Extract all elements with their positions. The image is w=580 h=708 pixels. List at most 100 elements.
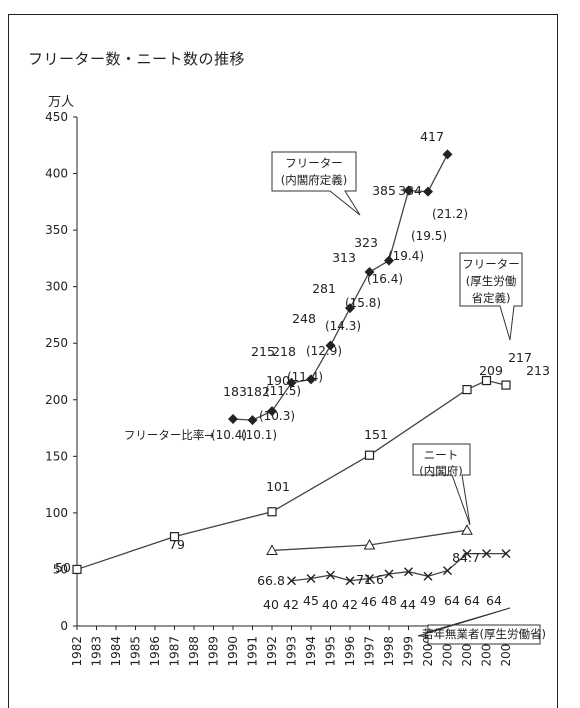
- x-tick-label: 1990: [226, 636, 240, 667]
- ratio-label: (15.8): [345, 296, 381, 310]
- data-label: 49: [420, 593, 436, 608]
- data-point: [364, 450, 375, 460]
- data-label: 42: [283, 597, 299, 612]
- data-point: [423, 571, 433, 581]
- data-point: [306, 374, 316, 385]
- data-label: 40: [322, 597, 338, 612]
- data-label: 44: [400, 597, 416, 612]
- ratio-label: (16.4): [367, 272, 403, 286]
- data-label: 79: [169, 537, 185, 552]
- y-tick-label: 350: [45, 223, 68, 237]
- ratio-label: (21.2): [432, 207, 468, 221]
- ratio-label: (10.3): [259, 409, 295, 423]
- x-tick-label: 1993: [285, 636, 299, 667]
- data-point: [365, 573, 374, 583]
- x-tick-label: 1983: [90, 636, 104, 667]
- ratio-label: (12.9): [306, 344, 342, 358]
- data-point: [326, 570, 335, 580]
- data-label: 313: [332, 250, 356, 265]
- data-label: 209: [479, 363, 503, 378]
- x-tick-label: 1991: [246, 636, 260, 667]
- x-tick-label: 1992: [265, 636, 279, 667]
- ratio-label: (11.5): [265, 384, 301, 398]
- data-point: [266, 544, 278, 555]
- data-point: [501, 380, 511, 390]
- x-tick-label: 1995: [324, 636, 338, 667]
- callout-freeter-cabinet-box: [271, 151, 361, 216]
- y-tick-label: 100: [45, 506, 68, 520]
- data-point: [404, 567, 413, 577]
- x-tick-label: 1988: [187, 636, 201, 667]
- callout-freeter-mhlw-text: 省定義): [472, 291, 511, 305]
- x-tick-label: 1994: [304, 636, 318, 667]
- data-label: 45: [303, 593, 319, 608]
- callout-jobless-text: 若年無業者(厚生労働省): [422, 627, 546, 641]
- callout-freeter-mhlw-box: [459, 252, 523, 341]
- data-point: [345, 303, 355, 314]
- data-point: [306, 573, 316, 583]
- x-tick-label: 1987: [168, 636, 182, 667]
- data-label: 323: [354, 235, 378, 250]
- x-tick-label: 1996: [343, 636, 357, 667]
- data-label: 66.8: [257, 573, 285, 588]
- data-point: [267, 406, 277, 417]
- y-tick-label: 400: [45, 167, 68, 181]
- ratio-prefix-label: フリーター比率→: [124, 428, 214, 442]
- x-tick-label: 1989: [207, 636, 221, 667]
- callout-jobless-box: [417, 607, 541, 645]
- data-label: 190: [266, 373, 290, 388]
- ratio-label: (19.5): [411, 229, 447, 243]
- data-point: [247, 415, 258, 426]
- data-point: [267, 507, 277, 517]
- x-tick-label: 1999: [402, 636, 416, 667]
- data-point: [325, 340, 336, 351]
- ratio-label: (10.4): [211, 428, 247, 442]
- callout-neet-text: ニート: [424, 448, 459, 462]
- callout-freeter-mhlw-text: フリーター: [462, 257, 520, 271]
- data-label: 385: [372, 183, 396, 198]
- callout-neet-text: (内閣府): [419, 464, 462, 478]
- x-tick-label: 1986: [148, 636, 162, 667]
- y-tick-label: 0: [60, 619, 68, 633]
- ratio-label: (10.1): [241, 428, 277, 442]
- data-label: 48: [381, 593, 397, 608]
- y-tick-label: 250: [45, 336, 68, 350]
- data-label: 217: [508, 350, 532, 365]
- chart-frame: [8, 14, 558, 708]
- data-label: 84.7: [452, 550, 480, 565]
- data-label: 248: [292, 311, 316, 326]
- y-tick-label: 450: [45, 110, 68, 124]
- data-label: 281: [312, 281, 336, 296]
- callout-freeter-cabinet-text: (内閣府定義): [281, 173, 347, 187]
- y-tick-label: 50: [53, 562, 68, 576]
- data-label: 64: [486, 593, 502, 608]
- data-label: 50: [55, 560, 71, 575]
- data-point: [286, 377, 297, 388]
- callout-freeter-mhlw-text: (厚生労働: [466, 274, 517, 288]
- x-tick-label: 1997: [363, 636, 377, 667]
- series-line-3: [291, 552, 506, 582]
- data-label: 64: [444, 593, 460, 608]
- data-label: 213: [526, 363, 550, 378]
- data-point: [482, 549, 491, 559]
- data-label: 64: [464, 593, 480, 608]
- x-tick-label: 1985: [129, 636, 143, 667]
- data-label: 417: [420, 129, 444, 144]
- data-point: [345, 576, 355, 586]
- data-label: 218: [272, 344, 296, 359]
- data-point: [384, 569, 394, 579]
- data-point: [481, 375, 492, 386]
- data-point: [287, 576, 296, 586]
- data-point: [403, 185, 414, 196]
- ratio-label: (14.3): [325, 319, 361, 333]
- data-label: 182: [246, 384, 270, 399]
- data-label: 384: [398, 183, 422, 198]
- y-tick-label: 150: [45, 449, 68, 463]
- data-label: 40: [263, 597, 279, 612]
- callout-neet-box: [412, 443, 471, 526]
- data-label: 71.6: [356, 572, 384, 587]
- data-label: 46: [361, 594, 377, 609]
- data-point: [461, 524, 473, 535]
